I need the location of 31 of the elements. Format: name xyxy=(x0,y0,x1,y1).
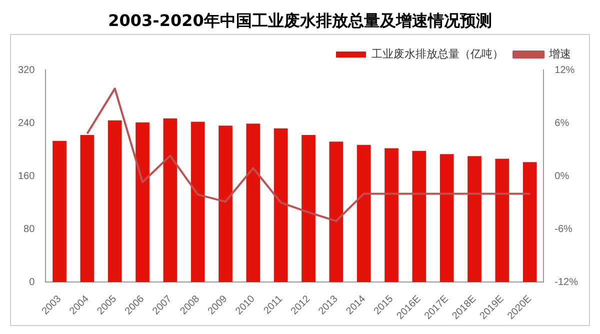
bar xyxy=(495,158,510,282)
bar xyxy=(218,126,232,282)
legend-label: 增速 xyxy=(548,48,571,61)
bar xyxy=(246,124,260,282)
bar xyxy=(468,156,482,282)
y-tick-label: 240 xyxy=(18,118,36,129)
bar xyxy=(136,122,150,282)
bar xyxy=(302,134,316,282)
y-tick-label: 0 xyxy=(29,276,36,288)
y2-tick-label: 12% xyxy=(554,64,575,76)
y2-tick-label: 6% xyxy=(554,118,570,129)
y-tick-label: 160 xyxy=(18,170,36,182)
y2-tick-label: -12% xyxy=(554,276,578,288)
bar xyxy=(190,122,205,282)
y2-tick-label: 0% xyxy=(554,170,570,182)
legend-label: 工业废水排放总量（亿吨） xyxy=(372,48,504,61)
bar xyxy=(412,150,426,282)
bar xyxy=(52,140,66,282)
chart-title: 2003-2020年中国工业废水排放总量及增速情况预测 xyxy=(107,10,493,32)
y-tick-label: 80 xyxy=(24,224,36,235)
bar xyxy=(80,134,94,282)
y2-tick-label: -6% xyxy=(554,224,573,235)
bar xyxy=(163,118,178,282)
bar xyxy=(522,162,537,282)
bar xyxy=(108,120,122,282)
bar xyxy=(329,142,344,282)
bar xyxy=(384,148,398,282)
bar xyxy=(440,154,454,282)
bar xyxy=(356,144,371,282)
y-tick-label: 320 xyxy=(18,64,36,76)
bar xyxy=(274,128,288,282)
